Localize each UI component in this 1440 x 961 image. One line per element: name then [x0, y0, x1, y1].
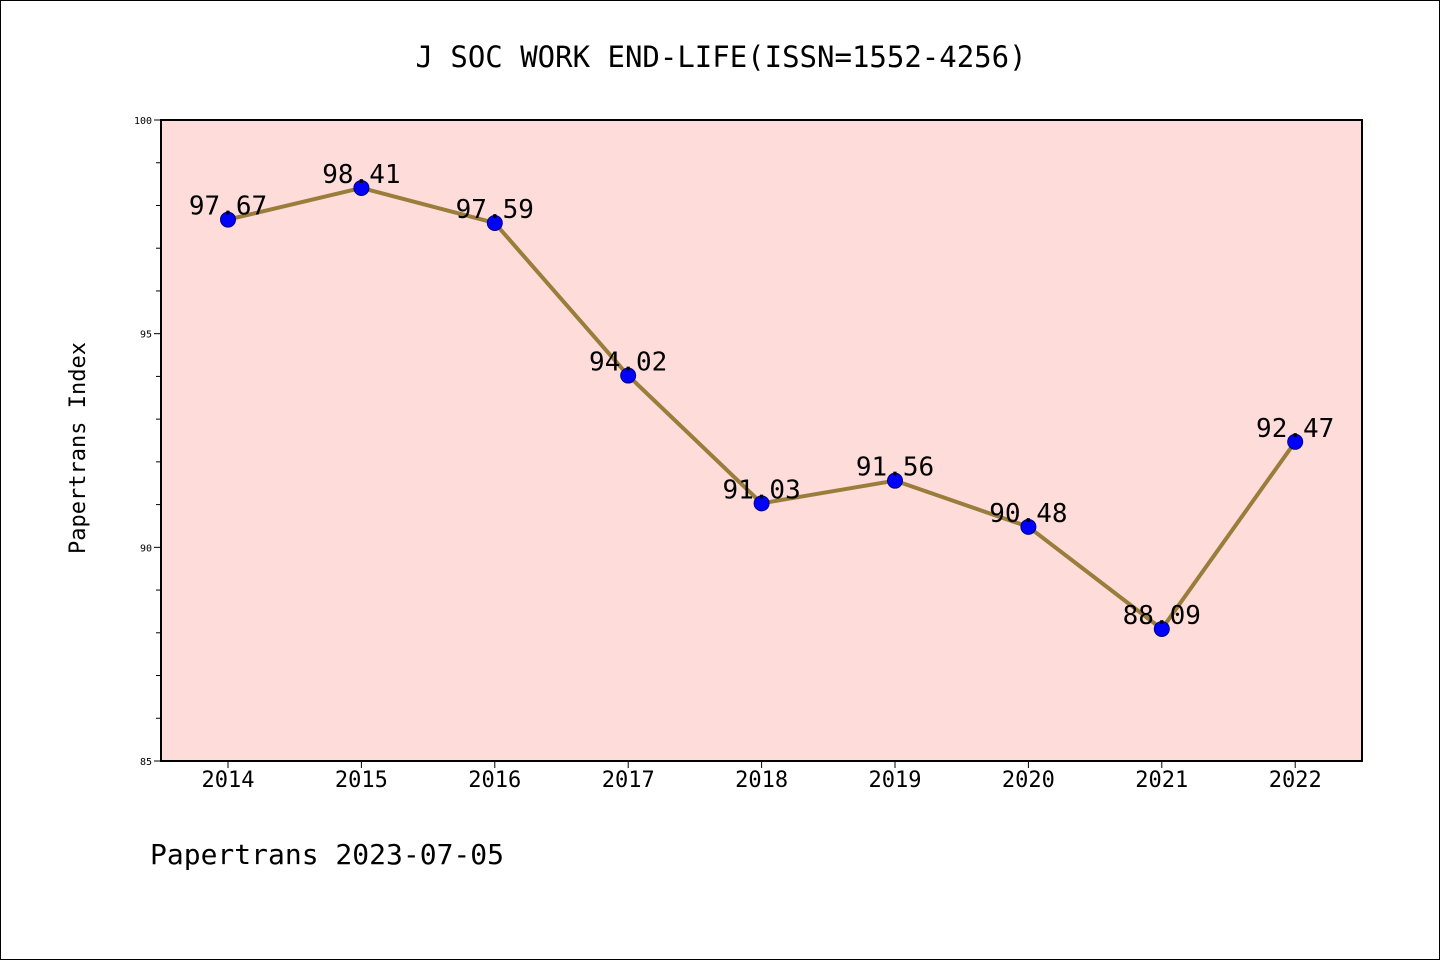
- data-label: 97.59: [456, 195, 534, 225]
- y-tick-label: 90: [140, 543, 152, 554]
- data-label: 88.09: [1123, 601, 1201, 631]
- x-tick-label: 2020: [1002, 768, 1055, 793]
- data-point: [753, 495, 770, 512]
- data-labels: 97.67 98.41 97.59 94.02 91.03 91.56 90.48 88.09…: [189, 160, 1334, 631]
- y-tick-label: 95: [140, 330, 152, 341]
- data-point: [620, 367, 637, 384]
- x-tick-label: 2022: [1269, 768, 1322, 793]
- x-tick-label: 2017: [602, 768, 655, 793]
- y-tick-label: 100: [134, 116, 152, 127]
- data-point: [1153, 620, 1170, 637]
- data-label: 92.47: [1256, 414, 1334, 444]
- data-point: [353, 179, 370, 196]
- x-axis: 2014 2015 2016 2017 2018 2019 2020 2021 2022: [202, 761, 1322, 793]
- data-label: 97.67: [189, 192, 267, 222]
- data-label: 90.48: [989, 499, 1067, 529]
- plot-area: [161, 120, 1362, 761]
- data-point: [1287, 433, 1304, 450]
- data-points: [220, 179, 1304, 637]
- y-tick-label: 85: [140, 757, 152, 768]
- chart-title: J SOC WORK END-LIFE(ISSN=1552-4256): [415, 40, 1026, 74]
- plot-border: [160, 119, 1363, 762]
- data-label: 91.56: [856, 453, 934, 483]
- x-tick-label: 2016: [468, 768, 521, 793]
- x-tick-label: 2018: [735, 768, 788, 793]
- data-label: 94.02: [589, 348, 667, 378]
- x-tick-label: 2021: [1135, 768, 1188, 793]
- data-point: [220, 211, 236, 228]
- data-point: [1020, 518, 1037, 535]
- data-label: 98.41: [322, 160, 400, 190]
- x-tick-label: 2015: [335, 768, 388, 793]
- data-point: [887, 472, 903, 489]
- y-axis-label: Papertrans Index: [66, 342, 91, 554]
- footer-text: Papertrans 2023-07-05: [150, 838, 504, 871]
- data-label: 91.03: [722, 475, 800, 505]
- y-axis: 85 90 95 100: [134, 116, 161, 768]
- x-tick-label: 2014: [202, 768, 255, 793]
- x-tick-label: 2019: [869, 768, 922, 793]
- data-point: [486, 214, 503, 231]
